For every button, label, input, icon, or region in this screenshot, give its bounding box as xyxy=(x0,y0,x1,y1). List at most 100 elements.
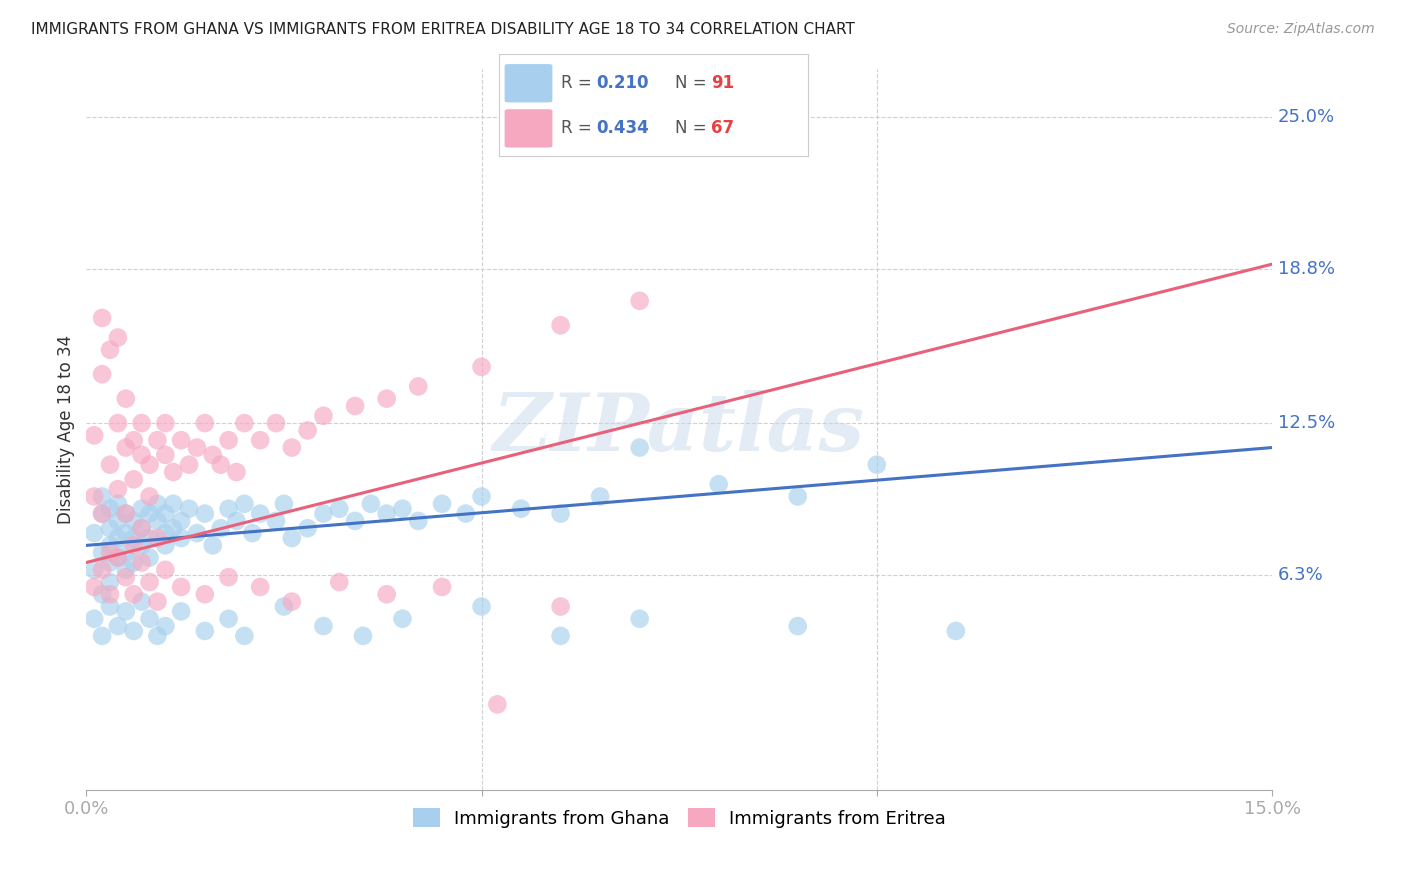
Text: 6.3%: 6.3% xyxy=(1278,566,1323,583)
Point xyxy=(155,507,177,521)
Point xyxy=(122,531,145,545)
Point xyxy=(155,538,177,552)
Point xyxy=(430,497,453,511)
Point xyxy=(91,310,114,325)
Point xyxy=(328,575,350,590)
FancyBboxPatch shape xyxy=(505,110,551,147)
Point xyxy=(249,580,271,594)
Point xyxy=(194,624,217,638)
Point xyxy=(131,521,153,535)
Point xyxy=(273,497,295,511)
Point xyxy=(201,538,224,552)
Point xyxy=(138,612,160,626)
Point xyxy=(114,441,136,455)
Point xyxy=(91,507,114,521)
Point xyxy=(391,612,413,626)
Point xyxy=(177,501,200,516)
Text: 0.210: 0.210 xyxy=(596,74,650,92)
Point xyxy=(83,526,105,541)
Point xyxy=(107,330,129,344)
Text: N =: N = xyxy=(675,74,713,92)
Point xyxy=(155,563,177,577)
Point xyxy=(297,521,319,535)
Point xyxy=(550,318,572,333)
Point xyxy=(194,587,217,601)
Point xyxy=(225,514,247,528)
Point xyxy=(170,531,193,545)
Point xyxy=(786,490,808,504)
Point xyxy=(131,594,153,608)
Point xyxy=(146,594,169,608)
FancyBboxPatch shape xyxy=(505,65,551,102)
Point xyxy=(107,550,129,565)
Point xyxy=(146,434,169,448)
Point xyxy=(138,575,160,590)
Legend: Immigrants from Ghana, Immigrants from Eritrea: Immigrants from Ghana, Immigrants from E… xyxy=(405,801,953,835)
Point xyxy=(249,434,271,448)
Point xyxy=(510,501,533,516)
Point xyxy=(312,507,335,521)
Point xyxy=(114,563,136,577)
Point xyxy=(131,448,153,462)
Point xyxy=(240,526,263,541)
Point xyxy=(155,526,177,541)
Point xyxy=(114,392,136,406)
Point xyxy=(628,612,651,626)
Point xyxy=(218,501,240,516)
Point xyxy=(281,594,304,608)
Text: N =: N = xyxy=(675,120,713,137)
Point xyxy=(122,556,145,570)
Point xyxy=(470,359,492,374)
Point xyxy=(114,507,136,521)
Point xyxy=(194,416,217,430)
Point xyxy=(138,531,160,545)
Point xyxy=(628,293,651,308)
Point xyxy=(91,587,114,601)
Text: Source: ZipAtlas.com: Source: ZipAtlas.com xyxy=(1227,22,1375,37)
Text: ZIPatlas: ZIPatlas xyxy=(494,391,865,468)
Point xyxy=(98,556,121,570)
Point xyxy=(114,570,136,584)
Point xyxy=(470,490,492,504)
Y-axis label: Disability Age 18 to 34: Disability Age 18 to 34 xyxy=(58,334,75,524)
Point xyxy=(91,546,114,560)
Point xyxy=(375,587,398,601)
Point xyxy=(146,497,169,511)
Point xyxy=(138,507,160,521)
Point xyxy=(83,428,105,442)
Point xyxy=(550,599,572,614)
Point xyxy=(170,514,193,528)
Point xyxy=(107,514,129,528)
Point xyxy=(218,434,240,448)
Point xyxy=(98,538,121,552)
Point xyxy=(138,458,160,472)
Point xyxy=(170,604,193,618)
Point xyxy=(114,507,136,521)
Point xyxy=(83,580,105,594)
Point xyxy=(91,507,114,521)
Point xyxy=(297,424,319,438)
Point xyxy=(408,514,430,528)
Point xyxy=(225,465,247,479)
Point xyxy=(155,448,177,462)
Point xyxy=(486,698,509,712)
Point xyxy=(786,619,808,633)
Point xyxy=(131,521,153,535)
Point xyxy=(209,521,232,535)
Point xyxy=(201,448,224,462)
Point xyxy=(122,538,145,552)
Text: 25.0%: 25.0% xyxy=(1278,109,1336,127)
Point xyxy=(98,501,121,516)
Text: 0.434: 0.434 xyxy=(596,120,650,137)
Point xyxy=(131,538,153,552)
Point xyxy=(98,343,121,357)
Point xyxy=(264,416,287,430)
Point xyxy=(352,629,374,643)
Point xyxy=(155,416,177,430)
Point xyxy=(945,624,967,638)
Point xyxy=(281,531,304,545)
Point xyxy=(83,490,105,504)
Point xyxy=(344,514,367,528)
Point xyxy=(155,619,177,633)
Point xyxy=(98,521,121,535)
